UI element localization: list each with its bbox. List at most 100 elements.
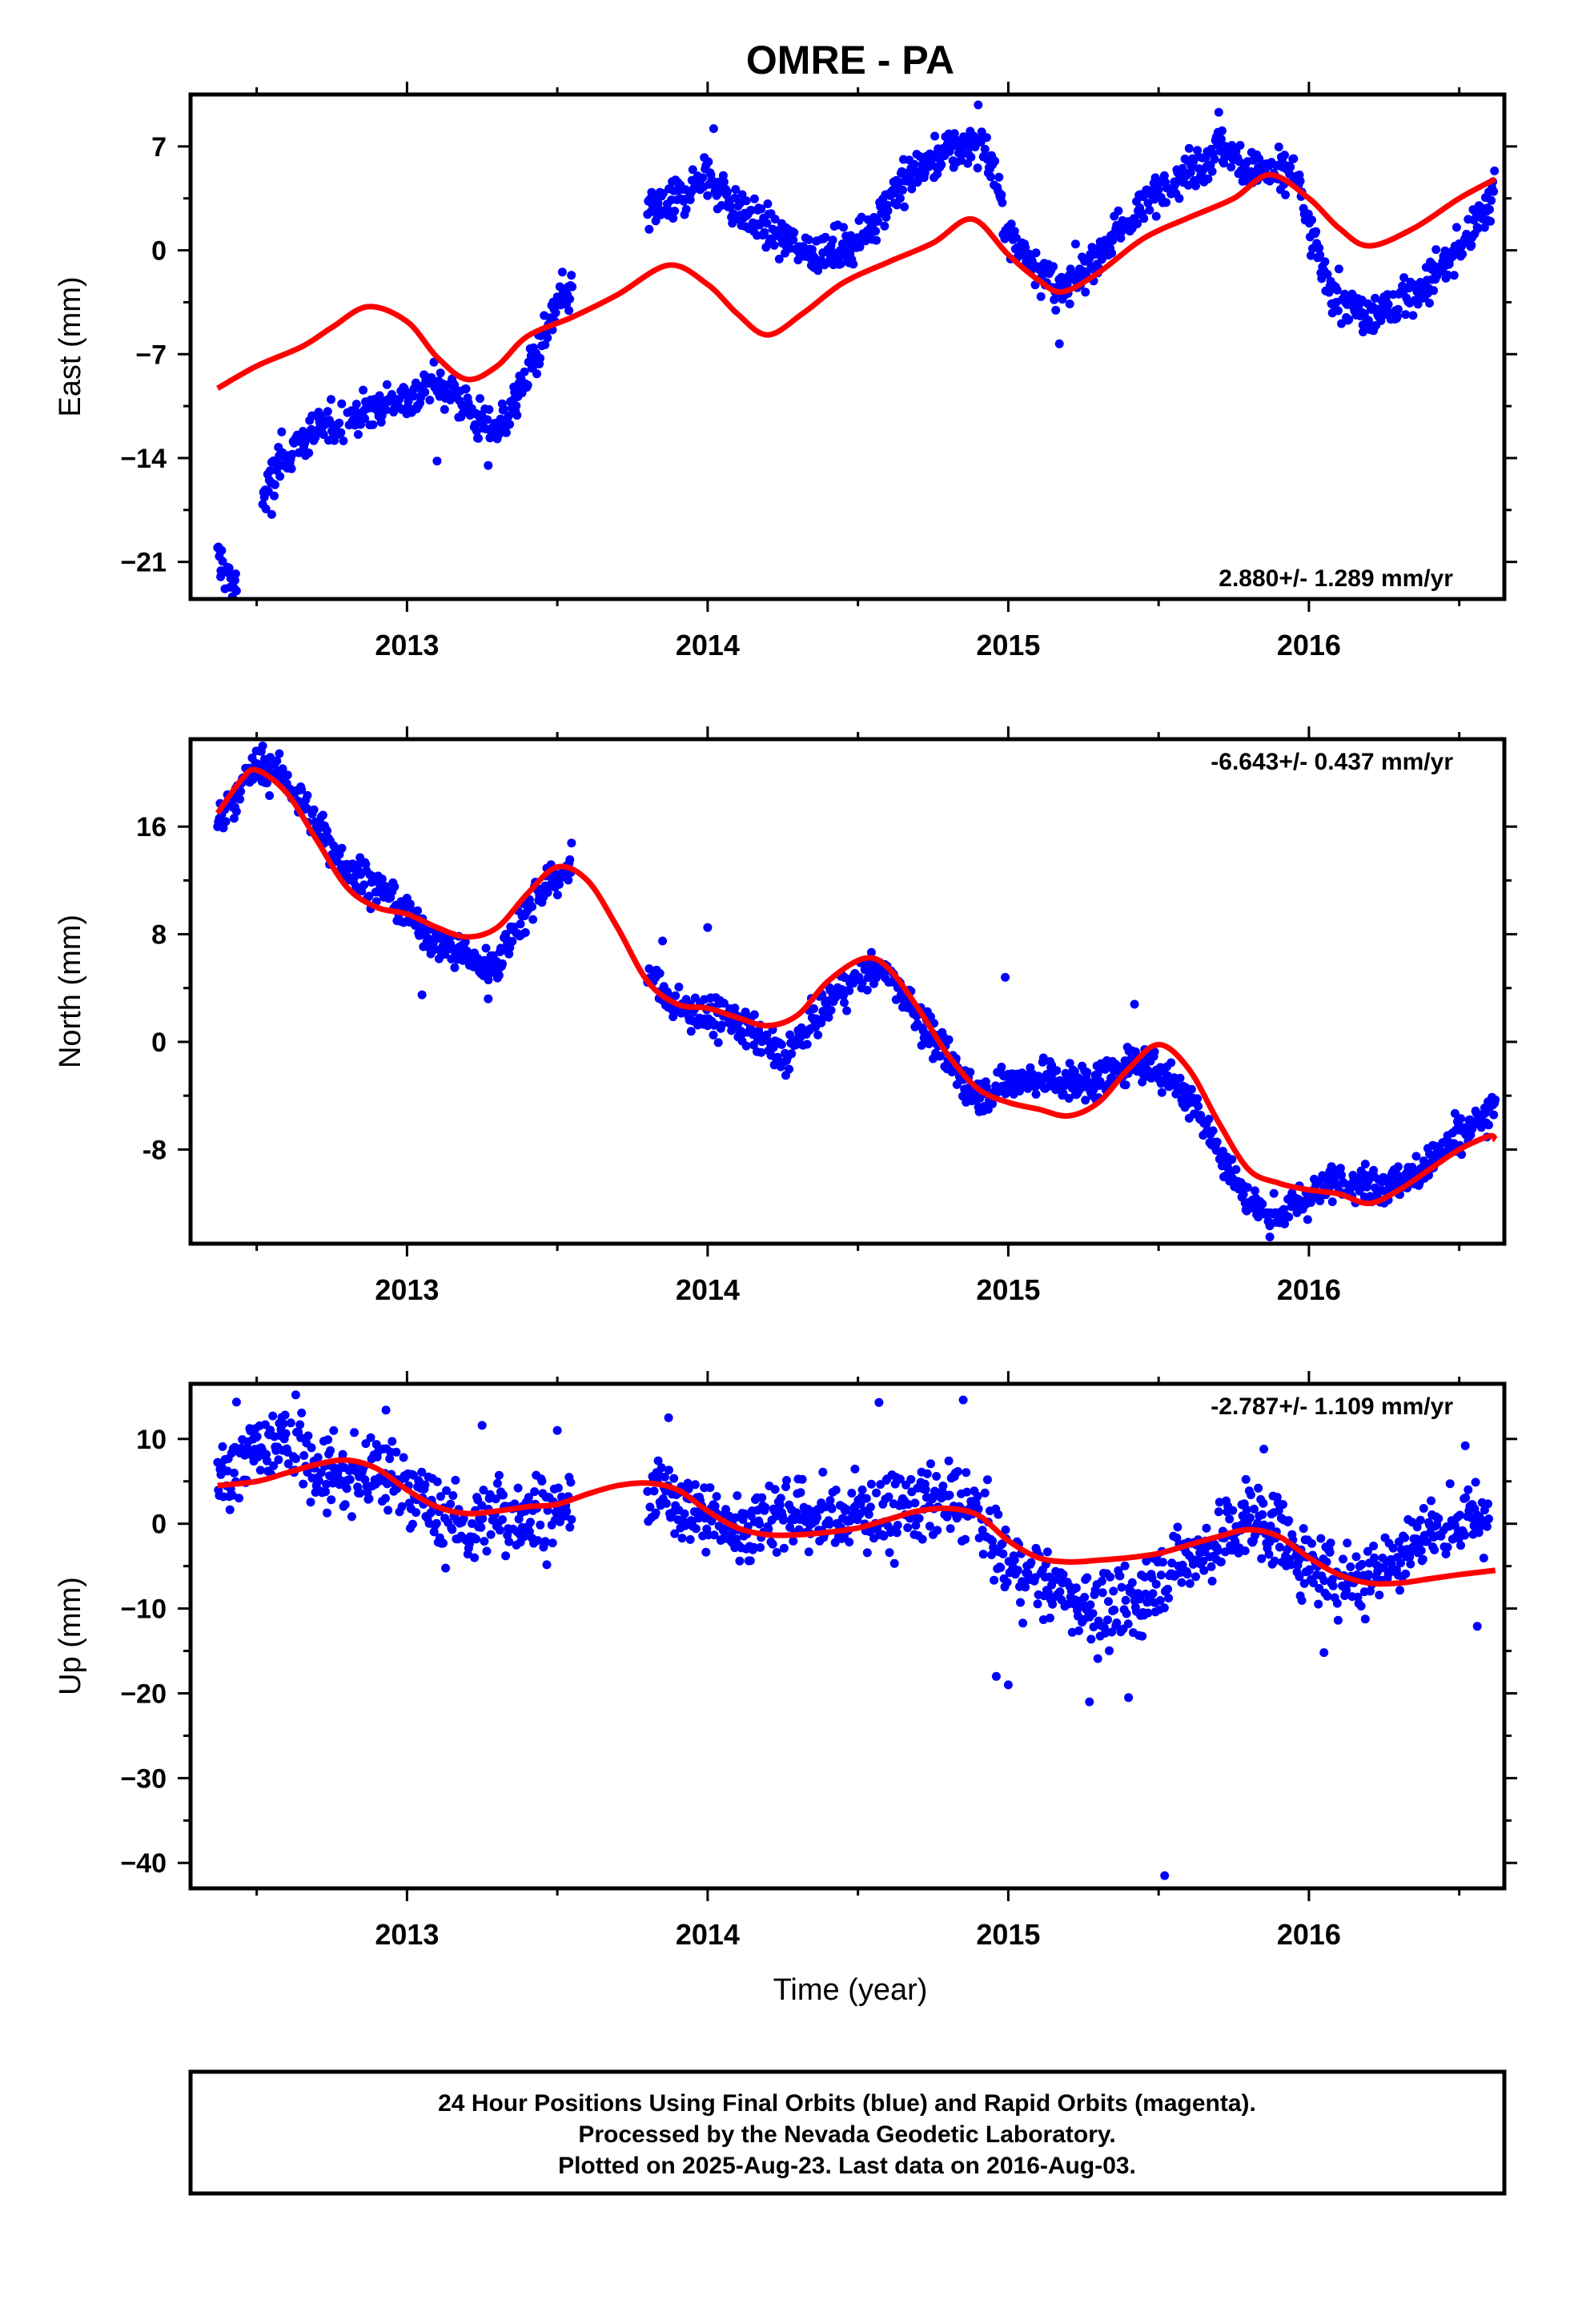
up-obs-point <box>417 1467 427 1477</box>
east-obs-point <box>1393 304 1403 314</box>
up-obs-point <box>1343 1538 1352 1548</box>
footer-line-2: Processed by the Nevada Geodetic Laborat… <box>578 2121 1115 2148</box>
up-obs-point <box>345 1475 355 1484</box>
east-obs-point <box>1000 234 1010 243</box>
east-obs-point <box>319 430 328 440</box>
north-obs-point <box>709 1031 718 1039</box>
north-obs-point <box>484 975 493 985</box>
east-obs-point <box>1289 154 1299 163</box>
east-obs-point <box>789 235 798 245</box>
east-obs-point <box>540 340 550 349</box>
up-obs-point <box>322 1479 331 1489</box>
up-obs-point <box>1127 1578 1137 1587</box>
east-obs-point <box>336 428 346 437</box>
north-obs-point <box>857 978 867 987</box>
up-obs-point <box>1058 1570 1068 1579</box>
up-obs-point <box>845 1538 854 1547</box>
up-obs-point <box>385 1454 395 1463</box>
y-tick-label: −40 <box>120 1848 167 1879</box>
up-obs-point <box>917 1534 927 1544</box>
up-obs-point <box>645 1502 655 1512</box>
east-obs-point <box>1323 270 1332 279</box>
up-obs-point <box>756 1542 765 1552</box>
up-obs-point <box>1479 1554 1488 1562</box>
x-tick-label: 2015 <box>976 1918 1040 1951</box>
up-obs-point <box>229 1468 239 1478</box>
east-obs-point <box>1235 141 1245 150</box>
up-obs-point <box>355 1489 365 1498</box>
up-obs-point <box>1112 1618 1122 1627</box>
footer-line-3: Plotted on 2025-Aug-23. Last data on 201… <box>558 2153 1136 2179</box>
up-obs-point <box>1121 1595 1130 1605</box>
x-tick-label: 2014 <box>676 1918 740 1951</box>
north-obs-point <box>323 826 331 835</box>
north-obs-point <box>258 741 267 750</box>
up-obs-point <box>299 1451 309 1460</box>
up-obs-point <box>914 1514 924 1523</box>
east-obs-point <box>821 232 830 242</box>
up-obs-point <box>1245 1513 1255 1522</box>
up-obs-point <box>524 1493 533 1502</box>
up-obs-point <box>1461 1493 1471 1502</box>
east-obs-point <box>883 206 893 215</box>
up-obs-point <box>649 1486 659 1496</box>
up-obs-point <box>446 1499 456 1509</box>
east-obs-point <box>512 411 522 420</box>
up-obs-point <box>782 1476 791 1485</box>
north-model-curve <box>215 766 1498 1207</box>
up-obs-point <box>504 1537 514 1546</box>
up-obs-point <box>862 1548 872 1558</box>
up-obs-point <box>1088 1609 1098 1618</box>
up-obs-point <box>1086 1600 1095 1610</box>
up-obs-point <box>910 1498 920 1508</box>
up-y-axis-label: Up (mm) <box>54 1577 87 1695</box>
north-obs-point <box>787 1049 797 1059</box>
up-obs-point <box>1013 1566 1022 1575</box>
east-obs-point <box>1320 257 1330 267</box>
north-obs-point <box>1335 1164 1345 1173</box>
east-obs-point <box>804 235 813 244</box>
north-obs-point <box>1280 1219 1289 1228</box>
east-obs-point <box>432 456 442 466</box>
up-obs-point <box>1445 1479 1455 1489</box>
up-obs-point <box>755 1519 765 1529</box>
east-obs-point <box>265 466 275 476</box>
up-obs-point <box>656 1463 666 1473</box>
up-obs-point <box>470 1553 480 1562</box>
east-obs-point <box>382 380 391 389</box>
east-obs-point <box>1203 175 1213 183</box>
up-obs-point <box>670 1529 680 1538</box>
up-obs-point <box>911 1521 921 1530</box>
east-obs-point <box>982 133 991 143</box>
y-tick-label: −21 <box>120 548 167 578</box>
up-obs-point <box>1010 1555 1019 1565</box>
north-obs-point <box>1491 1095 1500 1104</box>
up-obs-point <box>1259 1498 1268 1508</box>
up-obs-point <box>1370 1553 1379 1562</box>
east-obs-point <box>900 202 909 211</box>
east-obs-point <box>1108 235 1118 245</box>
east-obs-point <box>1065 300 1074 308</box>
x-tick-label: 2014 <box>676 1273 740 1306</box>
up-obs-point <box>1173 1522 1182 1532</box>
east-obs-point <box>746 206 756 215</box>
up-obs-point <box>540 1537 550 1546</box>
up-obs-point <box>565 1522 575 1532</box>
north-obs-point <box>1052 1066 1062 1076</box>
up-obs-point <box>1332 1598 1342 1608</box>
up-obs-point <box>1106 1572 1115 1582</box>
up-obs-point <box>1001 1525 1010 1534</box>
up-obs-point <box>1240 1546 1250 1555</box>
east-obs-point <box>231 586 241 596</box>
up-obs-point <box>903 1523 913 1533</box>
up-obs-point <box>701 1547 711 1557</box>
east-obs-point <box>704 157 713 167</box>
north-obs-point <box>1015 1087 1024 1096</box>
up-obs-point <box>255 1466 265 1475</box>
up-obs-point <box>223 1466 232 1476</box>
north-obs-point <box>1150 1047 1159 1056</box>
east-obs-point <box>827 247 837 256</box>
east-obs-point <box>1334 264 1343 274</box>
north-obs-point <box>926 1012 935 1022</box>
up-obs-point <box>524 1526 534 1536</box>
